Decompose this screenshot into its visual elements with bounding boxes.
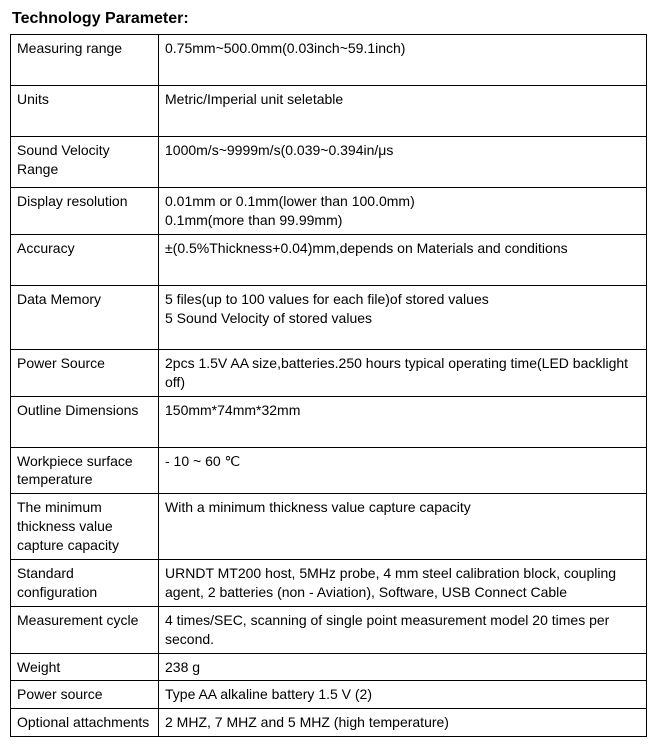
table-row: UnitsMetric/Imperial unit seletable (11, 86, 647, 137)
table-row: Power sourceType AA alkaline battery 1.5… (11, 681, 647, 709)
param-value: Type AA alkaline battery 1.5 V (2) (159, 681, 647, 709)
param-label: Sound Velocity Range (11, 137, 159, 188)
param-value: 5 files(up to 100 values for each file)o… (159, 285, 647, 349)
param-value: URNDT MT200 host, 5MHz probe, 4 mm steel… (159, 560, 647, 607)
param-label: Display resolution (11, 188, 159, 235)
param-label: Units (11, 86, 159, 137)
param-value: 238 g (159, 653, 647, 681)
param-value: Metric/Imperial unit seletable (159, 86, 647, 137)
param-value: 2 MHZ, 7 MHZ and 5 MHZ (high temperature… (159, 709, 647, 737)
param-value: 0.01mm or 0.1mm(lower than 100.0mm)0.1mm… (159, 188, 647, 235)
param-value: ±(0.5%Thickness+0.04)mm,depends on Mater… (159, 234, 647, 285)
table-row: Workpiece surface temperature- 10 ~ 60 ℃ (11, 447, 647, 494)
param-label: Outline Dimensions (11, 396, 159, 447)
param-value: - 10 ~ 60 ℃ (159, 447, 647, 494)
table-row: Weight238 g (11, 653, 647, 681)
table-row: Accuracy±(0.5%Thickness+0.04)mm,depends … (11, 234, 647, 285)
param-label: Standard configuration (11, 560, 159, 607)
param-label: Measurement cycle (11, 606, 159, 653)
param-value: 0.75mm~500.0mm(0.03inch~59.1inch) (159, 35, 647, 86)
table-row: Sound Velocity Range1000m/s~9999m/s(0.03… (11, 137, 647, 188)
param-value: 4 times/SEC, scanning of single point me… (159, 606, 647, 653)
param-label: Workpiece surface temperature (11, 447, 159, 494)
table-row: Power Source2pcs 1.5V AA size,batteries.… (11, 349, 647, 396)
table-row: The minimum thickness value capture capa… (11, 494, 647, 560)
table-row: Measuring range0.75mm~500.0mm(0.03inch~5… (11, 35, 647, 86)
table-row: Data Memory5 files(up to 100 values for … (11, 285, 647, 349)
param-label: Accuracy (11, 234, 159, 285)
param-label: Power source (11, 681, 159, 709)
table-row: Display resolution0.01mm or 0.1mm(lower … (11, 188, 647, 235)
param-label: Weight (11, 653, 159, 681)
table-row: Optional attachments2 MHZ, 7 MHZ and 5 M… (11, 709, 647, 737)
param-value: 150mm*74mm*32mm (159, 396, 647, 447)
table-row: Measurement cycle4 times/SEC, scanning o… (11, 606, 647, 653)
table-row: Outline Dimensions150mm*74mm*32mm (11, 396, 647, 447)
page-title: Technology Parameter: (12, 10, 656, 28)
param-label: Data Memory (11, 285, 159, 349)
param-value: 2pcs 1.5V AA size,batteries.250 hours ty… (159, 349, 647, 396)
table-row: Standard configurationURNDT MT200 host, … (11, 560, 647, 607)
param-label: The minimum thickness value capture capa… (11, 494, 159, 560)
param-value: With a minimum thickness value capture c… (159, 494, 647, 560)
table-body: Measuring range0.75mm~500.0mm(0.03inch~5… (11, 35, 647, 737)
param-value: 1000m/s~9999m/s(0.039~0.394in/μs (159, 137, 647, 188)
parameter-table: Measuring range0.75mm~500.0mm(0.03inch~5… (10, 34, 647, 737)
param-label: Power Source (11, 349, 159, 396)
param-label: Measuring range (11, 35, 159, 86)
param-label: Optional attachments (11, 709, 159, 737)
